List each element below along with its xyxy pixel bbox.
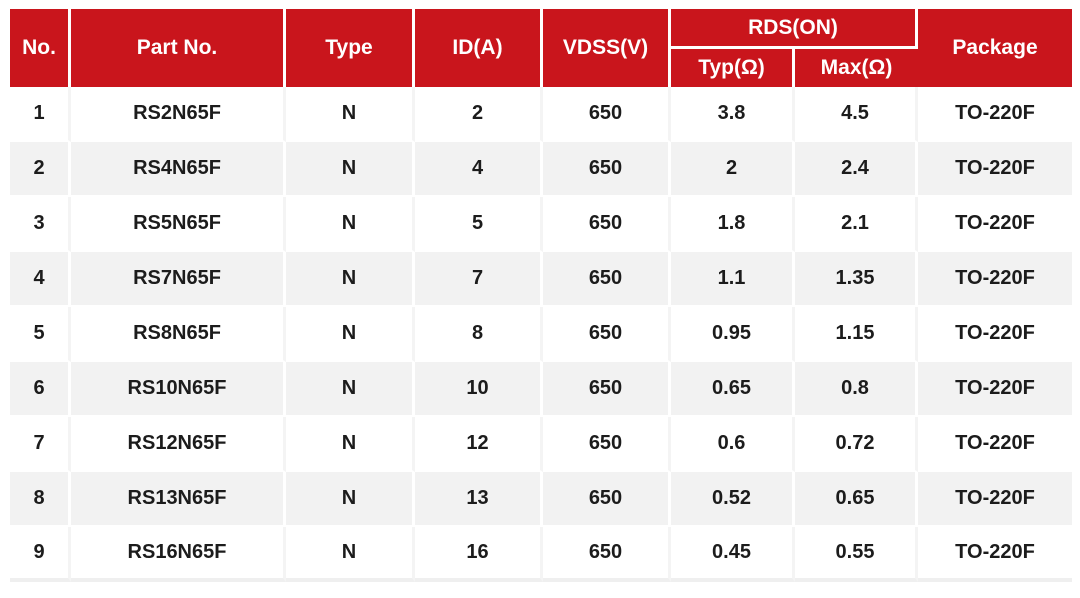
cell-vdss: 650 bbox=[543, 417, 671, 472]
header-row-sub: Typ(Ω) Max(Ω) bbox=[10, 49, 1072, 87]
table-row: 8 RS13N65F N 13 650 0.52 0.65 TO-220F bbox=[10, 472, 1073, 527]
cell-id: 5 bbox=[415, 197, 543, 252]
cell-type: N bbox=[286, 197, 415, 252]
col-header-vdss: VDSS(V) bbox=[543, 9, 671, 87]
cell-no: 6 bbox=[10, 362, 71, 417]
cell-vdss: 650 bbox=[543, 252, 671, 307]
cell-vdss: 650 bbox=[543, 527, 671, 582]
cell-vdss: 650 bbox=[543, 87, 671, 142]
cell-max: 0.55 bbox=[795, 527, 919, 582]
cell-id: 2 bbox=[415, 87, 543, 142]
cell-no: 9 bbox=[10, 527, 71, 582]
table-row: 9 RS16N65F N 16 650 0.45 0.55 TO-220F bbox=[10, 527, 1073, 582]
cell-vdss: 650 bbox=[543, 197, 671, 252]
cell-id: 12 bbox=[415, 417, 543, 472]
cell-typ: 0.6 bbox=[671, 417, 795, 472]
col-header-package: Package bbox=[918, 9, 1073, 87]
table-row: 2 RS4N65F N 4 650 2 2.4 TO-220F bbox=[10, 142, 1073, 197]
table-row: 5 RS8N65F N 8 650 0.95 1.15 TO-220F bbox=[10, 307, 1073, 362]
cell-typ: 0.65 bbox=[671, 362, 795, 417]
cell-no: 5 bbox=[10, 307, 71, 362]
cell-vdss: 650 bbox=[543, 472, 671, 527]
cell-id: 4 bbox=[415, 142, 543, 197]
cell-no: 4 bbox=[10, 252, 71, 307]
cell-part: RS5N65F bbox=[71, 197, 286, 252]
header-row-main: No. Part No. Type ID(A) VDSS(V) RDS(ON) … bbox=[10, 9, 1073, 87]
cell-type: N bbox=[286, 472, 415, 527]
cell-part: RS12N65F bbox=[71, 417, 286, 472]
cell-max: 0.65 bbox=[795, 472, 919, 527]
cell-type: N bbox=[286, 417, 415, 472]
cell-no: 1 bbox=[10, 87, 71, 142]
table-row: 3 RS5N65F N 5 650 1.8 2.1 TO-220F bbox=[10, 197, 1073, 252]
cell-pkg: TO-220F bbox=[918, 472, 1073, 527]
col-header-type: Type bbox=[286, 9, 415, 87]
cell-id: 10 bbox=[415, 362, 543, 417]
cell-type: N bbox=[286, 142, 415, 197]
cell-typ: 0.52 bbox=[671, 472, 795, 527]
table-row: 7 RS12N65F N 12 650 0.6 0.72 TO-220F bbox=[10, 417, 1073, 472]
cell-pkg: TO-220F bbox=[918, 362, 1073, 417]
cell-part: RS7N65F bbox=[71, 252, 286, 307]
cell-no: 3 bbox=[10, 197, 71, 252]
cell-type: N bbox=[286, 527, 415, 582]
cell-max: 4.5 bbox=[795, 87, 919, 142]
col-header-no: No. bbox=[10, 9, 71, 87]
cell-no: 2 bbox=[10, 142, 71, 197]
cell-part: RS2N65F bbox=[71, 87, 286, 142]
cell-part: RS16N65F bbox=[71, 527, 286, 582]
cell-pkg: TO-220F bbox=[918, 252, 1073, 307]
cell-typ: 0.95 bbox=[671, 307, 795, 362]
col-header-rds-max: Max(Ω) bbox=[795, 49, 919, 87]
cell-pkg: TO-220F bbox=[918, 417, 1073, 472]
cell-vdss: 650 bbox=[543, 307, 671, 362]
table-body: 1 RS2N65F N 2 650 3.8 4.5 TO-220F 2 RS4N65F N 4 650 2… bbox=[10, 87, 1073, 582]
col-header-id: ID(A) bbox=[415, 9, 543, 87]
cell-max: 1.35 bbox=[795, 252, 919, 307]
table-row: 4 RS7N65F N 7 650 1.1 1.35 TO-220F bbox=[10, 252, 1073, 307]
table-row: 6 RS10N65F N 10 650 0.65 0.8 TO-220F bbox=[10, 362, 1073, 417]
cell-no: 8 bbox=[10, 472, 71, 527]
cell-vdss: 650 bbox=[543, 362, 671, 417]
cell-pkg: TO-220F bbox=[918, 197, 1073, 252]
col-header-part-no: Part No. bbox=[71, 9, 286, 87]
cell-max: 2.1 bbox=[795, 197, 919, 252]
table-container: No. Part No. Type ID(A) VDSS(V) RDS(ON) … bbox=[10, 9, 1073, 582]
cell-id: 13 bbox=[415, 472, 543, 527]
table-row: 1 RS2N65F N 2 650 3.8 4.5 TO-220F bbox=[10, 87, 1073, 142]
col-header-rds-typ: Typ(Ω) bbox=[671, 49, 795, 87]
cell-typ: 3.8 bbox=[671, 87, 795, 142]
cell-typ: 2 bbox=[671, 142, 795, 197]
cell-type: N bbox=[286, 362, 415, 417]
cell-typ: 1.8 bbox=[671, 197, 795, 252]
cell-max: 1.15 bbox=[795, 307, 919, 362]
col-header-rds-on: RDS(ON) bbox=[671, 9, 919, 49]
cell-id: 7 bbox=[415, 252, 543, 307]
cell-pkg: TO-220F bbox=[918, 87, 1073, 142]
cell-id: 8 bbox=[415, 307, 543, 362]
cell-type: N bbox=[286, 252, 415, 307]
cell-pkg: TO-220F bbox=[918, 307, 1073, 362]
cell-pkg: TO-220F bbox=[918, 527, 1073, 582]
cell-no: 7 bbox=[10, 417, 71, 472]
cell-max: 2.4 bbox=[795, 142, 919, 197]
cell-part: RS13N65F bbox=[71, 472, 286, 527]
mosfet-spec-table: No. Part No. Type ID(A) VDSS(V) RDS(ON) … bbox=[10, 9, 1073, 582]
cell-typ: 1.1 bbox=[671, 252, 795, 307]
cell-part: RS10N65F bbox=[71, 362, 286, 417]
cell-max: 0.72 bbox=[795, 417, 919, 472]
cell-max: 0.8 bbox=[795, 362, 919, 417]
cell-pkg: TO-220F bbox=[918, 142, 1073, 197]
cell-type: N bbox=[286, 307, 415, 362]
cell-part: RS8N65F bbox=[71, 307, 286, 362]
cell-type: N bbox=[286, 87, 415, 142]
table-header: No. Part No. Type ID(A) VDSS(V) RDS(ON) … bbox=[10, 9, 1073, 87]
cell-typ: 0.45 bbox=[671, 527, 795, 582]
cell-id: 16 bbox=[415, 527, 543, 582]
cell-part: RS4N65F bbox=[71, 142, 286, 197]
cell-vdss: 650 bbox=[543, 142, 671, 197]
